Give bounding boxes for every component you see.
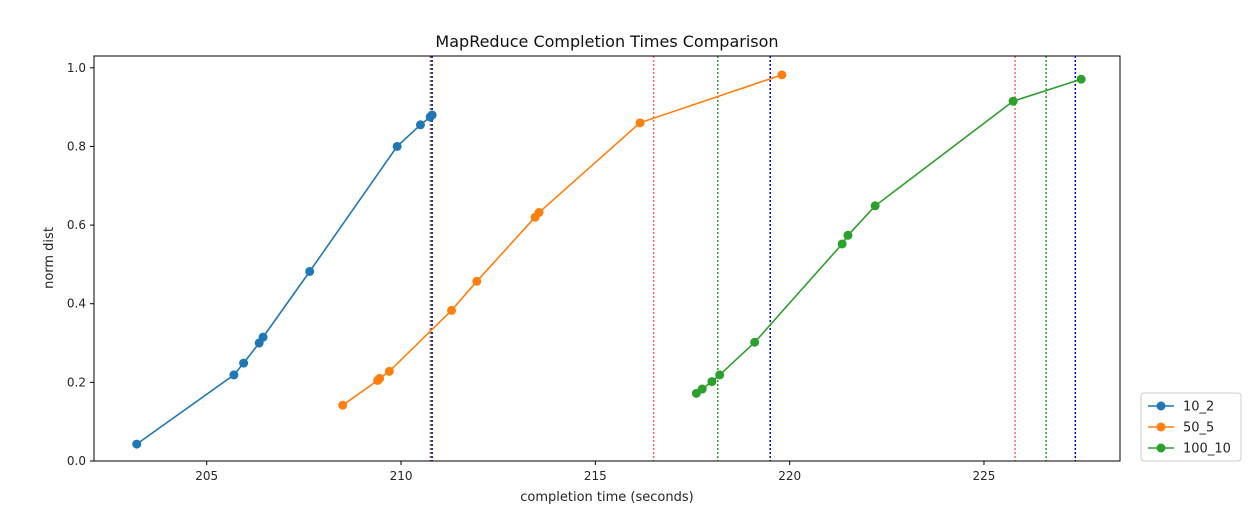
data-point-100_10-9 xyxy=(1076,74,1086,84)
y-axis: 0.0 0.2 0.4 0.6 0.8 1.0 xyxy=(67,61,94,468)
data-point-100_10-3 xyxy=(715,370,725,380)
data-point-10_2-2 xyxy=(239,358,249,368)
x-axis-label: completion time (seconds) xyxy=(520,490,693,505)
data-point-50_5-9 xyxy=(777,70,787,80)
data-point-50_5-5 xyxy=(472,276,482,286)
data-point-50_5-8 xyxy=(635,118,645,128)
x-tick-label: 225 xyxy=(973,469,996,483)
data-point-10_2-4 xyxy=(258,332,268,342)
data-point-50_5-0 xyxy=(338,400,348,410)
series-line-100_10 xyxy=(695,78,1082,395)
legend-entry-100_10: 100_10 xyxy=(1148,442,1231,457)
data-point-100_10-1 xyxy=(697,384,707,394)
legend-marker xyxy=(1156,422,1166,432)
y-tick-label: 0.8 xyxy=(67,139,86,153)
data-point-100_10-5 xyxy=(837,239,847,249)
x-tick-label: 210 xyxy=(390,469,413,483)
chart-title: MapReduce Completion Times Comparison xyxy=(435,32,778,51)
data-point-100_10-2 xyxy=(707,377,717,387)
data-point-10_2-9 xyxy=(427,110,437,120)
data-point-50_5-2 xyxy=(375,373,385,383)
series-layer xyxy=(132,70,1086,449)
data-point-10_2-6 xyxy=(392,141,402,151)
legend-marker xyxy=(1156,401,1166,411)
legend-label: 100_10 xyxy=(1183,442,1231,457)
x-tick-label: 205 xyxy=(195,469,218,483)
y-tick-label: 1.0 xyxy=(67,61,86,75)
data-point-10_2-5 xyxy=(305,266,315,276)
x-tick-label: 215 xyxy=(584,469,607,483)
legend: 10_2 50_5 100_10 xyxy=(1140,392,1242,462)
data-point-50_5-7 xyxy=(534,207,544,217)
data-point-100_10-4 xyxy=(750,337,760,347)
y-axis-label: norm dist xyxy=(42,227,57,289)
data-point-100_10-6 xyxy=(843,230,853,240)
legend-box xyxy=(1140,392,1242,462)
data-point-50_5-4 xyxy=(447,305,457,315)
reference-lines xyxy=(429,56,1077,461)
data-point-10_2-0 xyxy=(132,439,142,449)
series-line-10_2 xyxy=(136,114,433,445)
y-tick-label: 0.4 xyxy=(67,297,86,311)
plot-frame xyxy=(93,55,1121,462)
x-axis: 205 210 215 220 225 xyxy=(195,461,995,483)
data-point-100_10-8 xyxy=(1008,96,1018,106)
data-point-10_2-1 xyxy=(229,370,239,380)
series-line-50_5 xyxy=(342,74,783,406)
y-tick-label: 0.2 xyxy=(67,375,86,389)
x-tick-label: 220 xyxy=(778,469,801,483)
legend-marker xyxy=(1156,443,1166,453)
y-tick-label: 0.0 xyxy=(67,454,86,468)
legend-label: 50_5 xyxy=(1183,421,1214,436)
legend-entry-10_2: 10_2 xyxy=(1148,400,1214,415)
legend-entry-50_5: 50_5 xyxy=(1148,421,1214,436)
legend-label: 10_2 xyxy=(1183,400,1214,415)
data-point-10_2-7 xyxy=(415,120,425,130)
data-point-50_5-3 xyxy=(384,366,394,376)
data-point-100_10-7 xyxy=(870,201,880,211)
y-tick-label: 0.6 xyxy=(67,218,86,232)
